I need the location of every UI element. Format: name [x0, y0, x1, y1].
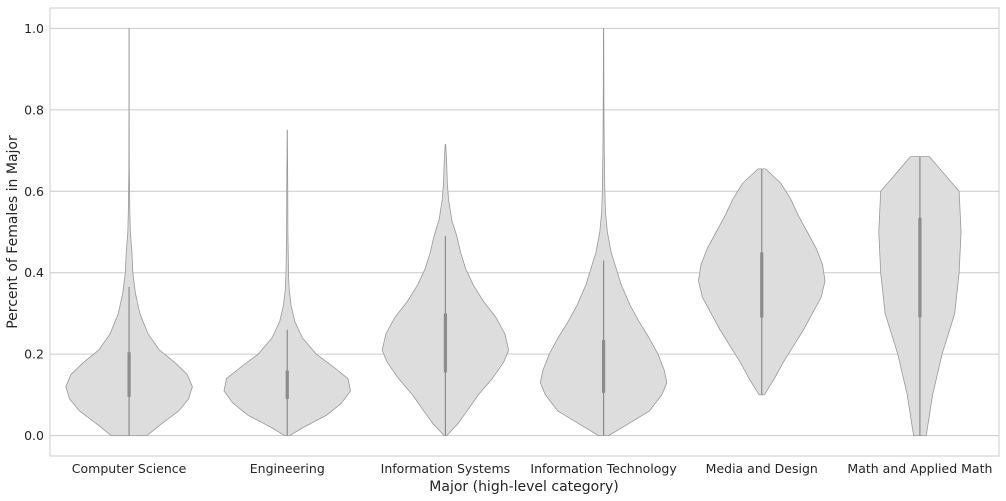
violin-iqr-box: [443, 313, 448, 373]
x-tick-label: Media and Design: [706, 461, 818, 476]
y-tick-label: 0.2: [24, 347, 44, 362]
y-tick-label: 1.0: [24, 21, 44, 36]
y-tick-label: 0.8: [24, 102, 44, 117]
violin-iqr-box: [760, 252, 764, 318]
gridlines: [50, 27, 999, 437]
plot-area: [49, 7, 1000, 457]
violin-iqr-box: [127, 352, 131, 397]
violins: [65, 27, 962, 437]
y-tick-label: 0.0: [24, 428, 44, 443]
y-tick-label: 0.4: [24, 265, 44, 280]
y-tick-label: 0.6: [24, 184, 44, 199]
x-axis-ticks: Computer Science Engineering Information S…: [72, 461, 993, 476]
violin-body: [539, 27, 668, 437]
violin-iqr-box: [918, 217, 922, 318]
x-tick-label: Engineering: [250, 461, 325, 476]
violin-body: [65, 27, 193, 437]
violin-body: [223, 129, 351, 437]
y-axis-label: Percent of Females in Major: [5, 135, 21, 329]
x-axis-label: Major (high-level category): [429, 479, 618, 495]
violin-iqr-box: [601, 339, 606, 393]
x-tick-label: Math and Applied Math: [847, 461, 992, 476]
violin-iqr-box: [285, 370, 289, 399]
x-tick-label: Computer Science: [72, 461, 187, 476]
y-axis-ticks: 0.0 0.2 0.4 0.6 0.8 1.0: [24, 21, 44, 443]
x-tick-label: Information Technology: [530, 461, 677, 476]
x-tick-label: Information Systems: [381, 461, 510, 476]
